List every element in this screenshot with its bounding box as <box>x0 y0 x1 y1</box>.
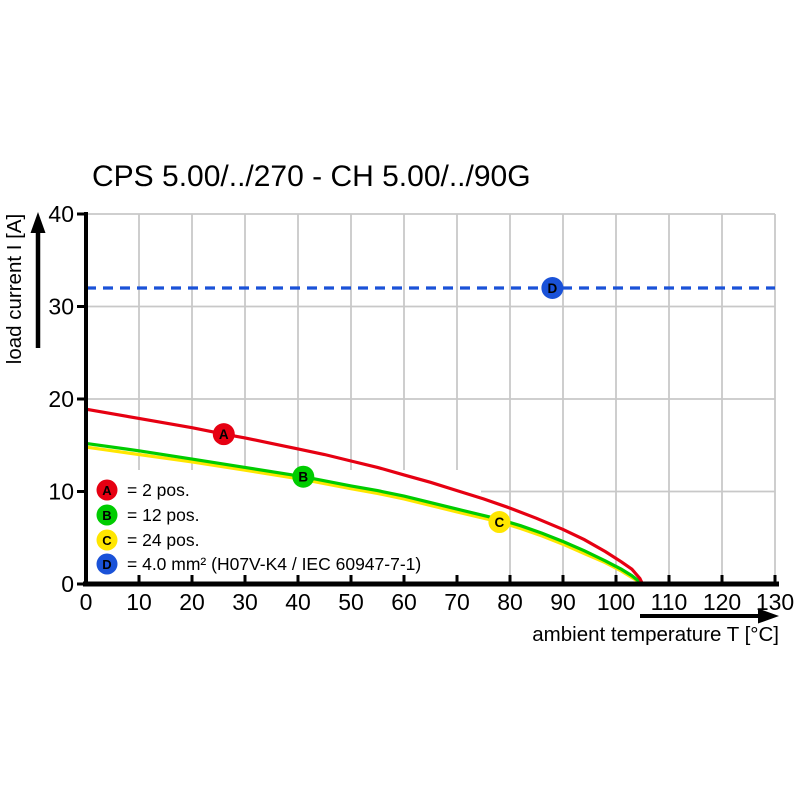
x-tick-label: 40 <box>285 589 311 615</box>
curve-marker-letter-A: A <box>219 427 229 442</box>
y-tick-label: 10 <box>48 479 74 505</box>
legend-label-C: = 24 pos. <box>127 530 200 550</box>
x-tick-label: 80 <box>497 589 523 615</box>
x-tick-label: 70 <box>444 589 470 615</box>
x-tick-label: 50 <box>338 589 364 615</box>
curve-marker-D <box>541 277 564 299</box>
x-tick-label: 110 <box>651 589 688 615</box>
curve-marker-letter-B: B <box>298 470 308 485</box>
x-tick-label: 0 <box>80 589 93 615</box>
legend-label-A: = 2 pos. <box>127 480 190 500</box>
curve-marker-B <box>292 465 315 488</box>
curve-markers-layer: A B C D <box>212 277 564 534</box>
x-tick-label: 60 <box>391 589 417 615</box>
legend-background <box>87 470 481 582</box>
y-tick-label: 20 <box>48 386 74 412</box>
legend-marker-letter-D: D <box>102 557 111 572</box>
y-tick-label: 30 <box>48 294 74 320</box>
legend-marker-letter-A: A <box>102 483 112 498</box>
legend-marker-C <box>96 529 118 551</box>
curve-marker-C <box>488 511 511 534</box>
x-tick-label: 30 <box>232 589 258 615</box>
legend-background-layer <box>87 470 481 582</box>
legend-marker-B <box>96 504 118 526</box>
y-axis-label: load current I [A] <box>3 214 26 364</box>
legend-marker-D <box>96 553 118 575</box>
curves-layer <box>85 286 775 586</box>
legend-label-B: = 12 pos. <box>127 505 200 525</box>
x-axis-arrow-icon <box>640 608 779 624</box>
legend-marker-letter-B: B <box>102 508 111 523</box>
x-tick-label: 10 <box>126 589 152 615</box>
curve-A <box>85 407 644 585</box>
x-tick-label: 90 <box>550 589 576 615</box>
x-tick-label: 20 <box>179 589 205 615</box>
x-tick-label: 100 <box>597 589 635 615</box>
legend-label-D: = 4.0 mm² (H07V-K4 / IEC 60947-7-1) <box>127 554 421 574</box>
curve-marker-A <box>212 423 235 446</box>
legend-layer: A = 2 pos. B = 12 pos. C = 24 pos. D = 4.0 mm² … <box>96 479 421 575</box>
x-tick-label: 120 <box>703 589 741 615</box>
chart-title: CPS 5.00/../270 - CH 5.00/../90G <box>92 160 531 193</box>
y-tick-label: 40 <box>48 201 74 227</box>
x-axis-label: ambient temperature T [°C] <box>532 623 779 646</box>
curve-marker-letter-C: C <box>495 515 505 530</box>
y-tick-label: 0 <box>61 571 74 597</box>
axes-layer <box>77 212 779 587</box>
legend-marker-letter-C: C <box>102 533 112 548</box>
curve-B <box>85 441 644 586</box>
y-axis-arrow-icon <box>30 212 46 348</box>
curve-marker-letter-D: D <box>548 281 558 296</box>
legend-marker-A <box>96 479 118 501</box>
